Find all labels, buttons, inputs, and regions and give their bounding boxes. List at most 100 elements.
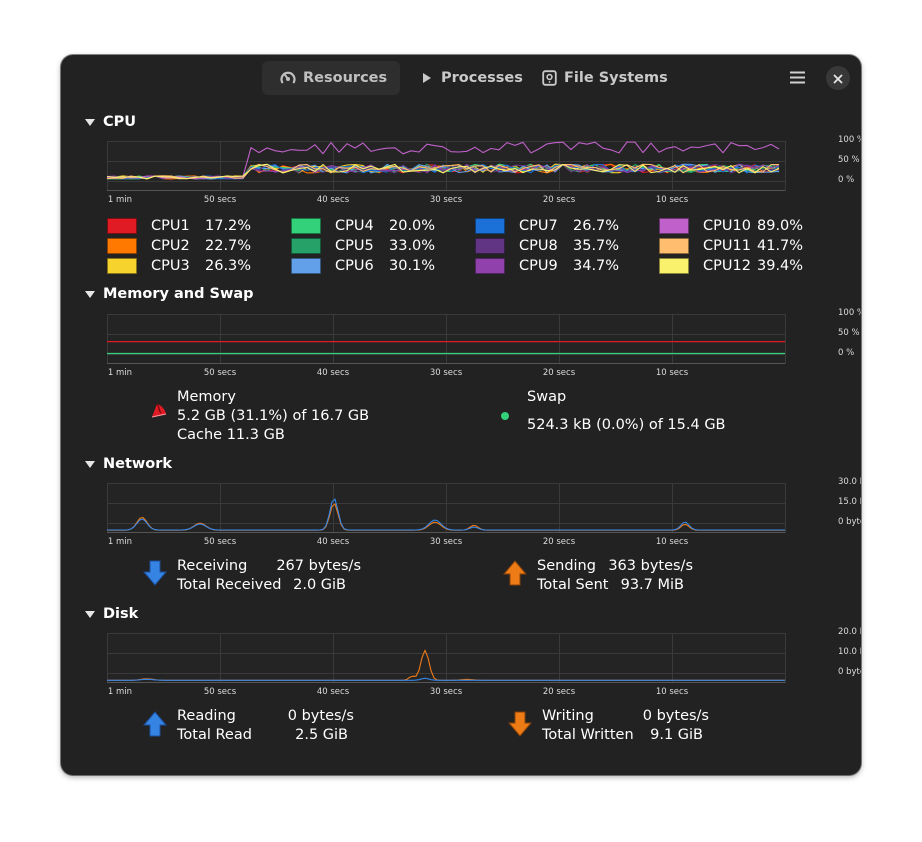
- network-section-toggle[interactable]: Network: [85, 456, 172, 472]
- cpu-legend-item: CPU2 22.7%: [107, 236, 277, 255]
- cpu-color-swatch[interactable]: [291, 217, 321, 234]
- x-tick-label: 30 secs: [429, 537, 463, 547]
- cpu-color-swatch[interactable]: [659, 237, 689, 254]
- x-tick-label: 40 secs: [316, 537, 350, 547]
- total-read-value: 2.5 GiB: [295, 727, 348, 743]
- cpu-color-swatch[interactable]: [475, 217, 505, 234]
- y-tick-label: 100 %: [838, 308, 861, 318]
- writing-label: Writing: [542, 708, 594, 724]
- cpu-color-swatch[interactable]: [659, 257, 689, 274]
- y-tick-label: 0 %: [838, 175, 855, 185]
- swap-usage-value: 524.3 kB (0.0%) of 15.4 GB: [527, 417, 726, 433]
- tab-file-systems-label: File Systems: [564, 70, 668, 86]
- y-tick-label: 20.0 MiB/s: [838, 627, 861, 637]
- cpu-color-swatch[interactable]: [475, 237, 505, 254]
- cpu-usage-value: 26.7%: [573, 217, 620, 234]
- cpu-usage-value: 35.7%: [573, 237, 620, 254]
- tab-file-systems[interactable]: File Systems: [524, 61, 681, 95]
- cpu-legend-item: CPU1 17.2%: [107, 216, 277, 235]
- cpu-legend-item: CPU12 39.4%: [659, 256, 829, 275]
- speedometer-icon: [280, 70, 296, 86]
- disk-history-graph: 20.0 MiB/s 10.0 MiB/s 0 bytes/s 1 min 50 sec…: [107, 627, 861, 697]
- cpu-name: CPU8: [519, 237, 558, 254]
- tab-processes-label: Processes: [441, 70, 523, 86]
- x-tick-label: 50 secs: [203, 195, 237, 205]
- network-section-title: Network: [103, 456, 173, 472]
- memory-history-graph: 100 % 50 % 0 % 1 min 50 secs 40 secs 30 secs 20…: [107, 308, 861, 378]
- main-menu-button[interactable]: [783, 67, 811, 89]
- close-button[interactable]: [826, 66, 850, 90]
- cpu-legend-item: CPU11 41.7%: [659, 236, 829, 255]
- cpu-usage-value: 89.0%: [757, 217, 804, 234]
- expander-arrow-icon: [85, 460, 95, 468]
- disk-icon: [542, 70, 557, 86]
- resources-window: Resources Processes File Systems CPU 100…: [61, 55, 861, 775]
- x-tick-label: 40 secs: [316, 687, 350, 697]
- receiving-value: 267 bytes/s: [276, 558, 361, 574]
- cpu-usage-value: 17.2%: [205, 217, 252, 234]
- close-icon: [833, 69, 843, 88]
- cpu-name: CPU7: [519, 217, 558, 234]
- cpu-section-toggle[interactable]: CPU: [85, 114, 136, 130]
- y-tick-label: 50 %: [838, 328, 860, 338]
- disk-section-title: Disk: [103, 606, 139, 622]
- network-history-graph: 30.0 KiB/s 15.0 KiB/s 0 bytes/s 1 min 50 sec…: [107, 477, 861, 547]
- total-written-value: 9.1 GiB: [650, 727, 703, 743]
- cpu-name: CPU2: [151, 237, 190, 254]
- reading-value: 0 bytes/s: [287, 708, 354, 724]
- cpu-color-swatch[interactable]: [475, 257, 505, 274]
- x-tick-label: 30 secs: [429, 195, 463, 205]
- x-tick-label: 40 secs: [316, 368, 350, 378]
- cpu-name: CPU5: [335, 237, 374, 254]
- x-tick-label: 50 secs: [203, 368, 237, 378]
- x-tick-label: 10 secs: [655, 537, 689, 547]
- play-icon: [420, 71, 434, 85]
- cpu-color-swatch[interactable]: [107, 257, 137, 274]
- arrow-up-icon[interactable]: [502, 559, 528, 591]
- cpu-color-swatch[interactable]: [107, 237, 137, 254]
- x-tick-label: 20 secs: [542, 537, 576, 547]
- cpu-color-swatch[interactable]: [291, 237, 321, 254]
- tab-resources[interactable]: Resources: [262, 61, 401, 95]
- cpu-usage-value: 41.7%: [757, 237, 804, 254]
- sending-label: Sending: [537, 558, 596, 574]
- x-tick-label: 20 secs: [542, 687, 576, 697]
- cpu-color-swatch[interactable]: [107, 217, 137, 234]
- cpu-graph-canvas: [106, 141, 786, 191]
- x-tick-label: 10 secs: [655, 368, 689, 378]
- swap-label: Swap: [527, 389, 567, 405]
- reading-history-line: [107, 677, 785, 681]
- network-graph-canvas: [107, 483, 786, 533]
- y-tick-label: 15.0 KiB/s: [838, 497, 861, 507]
- total-received-label: Total Received: [177, 577, 282, 593]
- memory-color-icon[interactable]: [149, 401, 169, 425]
- cpu-section-title: CPU: [103, 114, 137, 130]
- memory-section-toggle[interactable]: Memory and Swap: [85, 286, 254, 302]
- disk-graph-canvas: [107, 633, 786, 683]
- x-tick-label: 1 min: [107, 195, 133, 205]
- cpu-legend-item: CPU6 30.1%: [291, 256, 461, 275]
- arrow-down-icon[interactable]: [507, 710, 533, 742]
- x-tick-label: 1 min: [107, 368, 133, 378]
- arrow-up-icon[interactable]: [142, 710, 168, 742]
- hamburger-menu-icon: [789, 69, 805, 88]
- tab-processes[interactable]: Processes: [402, 61, 536, 95]
- cpu-history-graph: 100 % 50 % 0 % 1 min 50 secs 40 secs 30 secs 20…: [106, 135, 861, 205]
- cpu-legend-item: CPU5 33.0%: [291, 236, 461, 255]
- cpu-color-swatch[interactable]: [659, 217, 689, 234]
- memory-usage-value: 5.2 GB (31.1%) of 16.7 GB: [177, 408, 370, 424]
- swap-color-icon[interactable]: [501, 412, 509, 420]
- x-tick-label: 20 secs: [542, 368, 576, 378]
- arrow-down-icon[interactable]: [142, 559, 168, 591]
- cpu-color-swatch[interactable]: [291, 257, 321, 274]
- cpu-legend-item: CPU7 26.7%: [475, 216, 645, 235]
- x-tick-label: 30 secs: [429, 687, 463, 697]
- disk-section-toggle[interactable]: Disk: [85, 606, 138, 622]
- cpu-usage-value: 34.7%: [573, 257, 620, 274]
- cpu-legend-item: CPU8 35.7%: [475, 236, 645, 255]
- cpu-name: CPU12: [703, 257, 751, 274]
- y-tick-label: 100 %: [838, 135, 861, 145]
- cpu-legend-item: CPU4 20.0%: [291, 216, 461, 235]
- y-tick-label: 50 %: [838, 155, 860, 165]
- sending-value: 363 bytes/s: [608, 558, 693, 574]
